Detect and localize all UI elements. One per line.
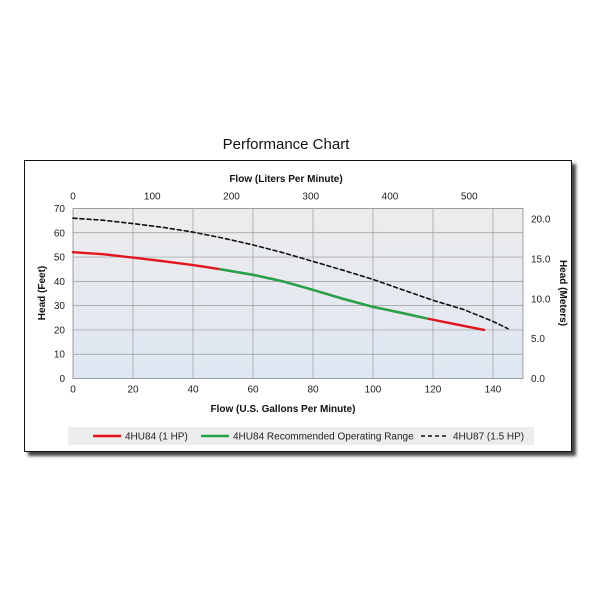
x-tick-label: 0 <box>70 385 76 396</box>
y-tick-label: 0 <box>59 374 65 385</box>
y2-tick-label: 10.0 <box>531 294 551 305</box>
x2-tick-label: 400 <box>382 192 399 203</box>
y-tick-label: 30 <box>54 301 66 312</box>
y-tick-label: 20 <box>54 325 66 336</box>
series-lines <box>71 217 509 332</box>
y-tick-label: 70 <box>54 204 66 215</box>
x-tick-label: 140 <box>485 385 502 396</box>
y2-tick-label: 0.0 <box>531 374 545 385</box>
legend-label-3: 4HU87 (1.5 HP) <box>453 432 524 443</box>
series-line-3 <box>72 217 509 330</box>
legend-label-2: 4HU84 Recommended Operating Range <box>233 432 414 443</box>
legend-label-1: 4HU84 (1 HP) <box>125 432 188 443</box>
y2-tick-label: 15.0 <box>531 255 551 266</box>
plot-area <box>72 208 524 379</box>
top-axis-label: Flow (Liters Per Minute) <box>229 174 342 185</box>
x-tick-label: 120 <box>425 385 442 396</box>
y2-tick-label: 5.0 <box>531 334 545 345</box>
x-tick-label: 100 <box>365 385 382 396</box>
x-tick-label: 60 <box>247 385 259 396</box>
y-tick-label: 50 <box>54 253 66 264</box>
series-line-2 <box>218 268 429 320</box>
chart-frame: 0 20 40 60 80 100 120 140 0 10 20 30 40 50 60 70 0 100 200… <box>24 160 572 452</box>
performance-chart: 0 20 40 60 80 100 120 140 0 10 20 30 40 50 60 70 0 100 200… <box>37 174 568 445</box>
x-tick-label: 40 <box>187 385 199 396</box>
legend <box>68 427 534 445</box>
bottom-axis-label: Flow (U.S. Gallons Per Minute) <box>210 404 355 415</box>
y2-tick-label: 20.0 <box>531 215 551 226</box>
y-tick-label: 10 <box>54 350 66 361</box>
right-axis-label: Head (Meters) <box>557 260 568 326</box>
x2-tick-label: 500 <box>461 192 478 203</box>
chart-title: Performance Chart <box>222 136 350 153</box>
x-tick-label: 80 <box>307 385 319 396</box>
left-axis-label: Head (Feet) <box>37 266 48 320</box>
grid-lines <box>73 208 523 379</box>
x2-tick-label: 200 <box>223 192 240 203</box>
y-tick-label: 60 <box>54 228 66 239</box>
x-tick-label: 20 <box>127 385 139 396</box>
y-tick-label: 40 <box>54 277 66 288</box>
x2-tick-label: 0 <box>70 192 76 203</box>
tick-labels: 0 20 40 60 80 100 120 140 0 10 20 30 40 50 60 70 0 100 200… <box>54 192 551 396</box>
x2-tick-label: 300 <box>302 192 319 203</box>
legend-entries: 4HU84 (1 HP) 4HU84 Recommended Operating … <box>93 432 524 443</box>
x2-tick-label: 100 <box>144 192 161 203</box>
